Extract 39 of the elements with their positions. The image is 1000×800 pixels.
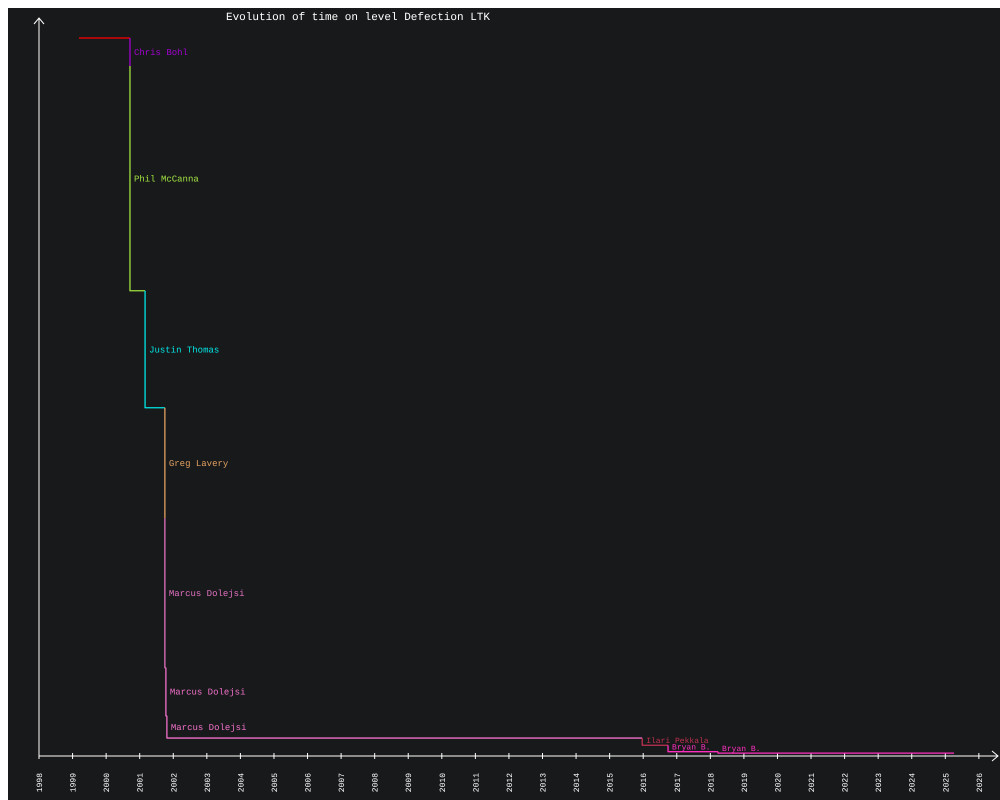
x-tick-label: 2010	[438, 772, 448, 792]
x-tick-label: 2020	[774, 772, 784, 792]
x-tick-label: 2021	[808, 772, 818, 792]
chart-title: Evolution of time on level Defection LTK	[226, 12, 490, 24]
x-tick-label: 1999	[70, 772, 79, 792]
x-tick-label: 2025	[942, 772, 952, 792]
series-label: Marcus Dolejsi	[170, 688, 246, 698]
x-tick-label: 2002	[170, 772, 180, 792]
x-tick-label: 1998	[36, 772, 45, 792]
x-tick-label: 2015	[606, 772, 616, 792]
x-tick-label: 2011	[472, 772, 482, 792]
series-label: Chris Bohl	[134, 48, 188, 58]
series-label: Marcus Dolejsi	[170, 722, 247, 733]
series-label: Bryan B.	[672, 744, 710, 753]
x-tick-label: 2019	[740, 772, 750, 792]
series-label: Phil McCanna	[134, 174, 200, 184]
series-label: Justin Thomas	[149, 345, 220, 356]
x-tick-label: 2013	[540, 772, 548, 792]
series-label: Bryan B.	[722, 745, 760, 754]
x-tick-label: 2022	[842, 772, 851, 792]
x-tick-label: 2017	[674, 772, 683, 792]
x-tick-label: 2007	[338, 772, 348, 792]
x-tick-label: 2016	[640, 772, 650, 792]
x-tick-label: 2001	[136, 772, 146, 792]
x-tick-label: 2008	[372, 772, 381, 792]
x-tick-label: 2000	[103, 772, 112, 792]
x-tick-label: 2014	[573, 772, 582, 792]
x-tick-label: 2009	[405, 772, 414, 792]
x-tick-label: 2003	[204, 772, 213, 792]
x-tick-label: 2026	[976, 772, 985, 792]
series-label: Greg Lavery	[168, 459, 229, 470]
x-tick-label: 2005	[270, 772, 280, 792]
series-label: Marcus Dolejsi	[168, 589, 244, 600]
x-tick-label: 2023	[875, 772, 884, 792]
x-tick-label: 2018	[707, 772, 716, 792]
x-tick-label: 2006	[304, 772, 314, 792]
x-tick-label: 2024	[908, 772, 918, 792]
x-tick-label: 2004	[237, 772, 246, 792]
x-tick-label: 2012	[506, 772, 515, 792]
